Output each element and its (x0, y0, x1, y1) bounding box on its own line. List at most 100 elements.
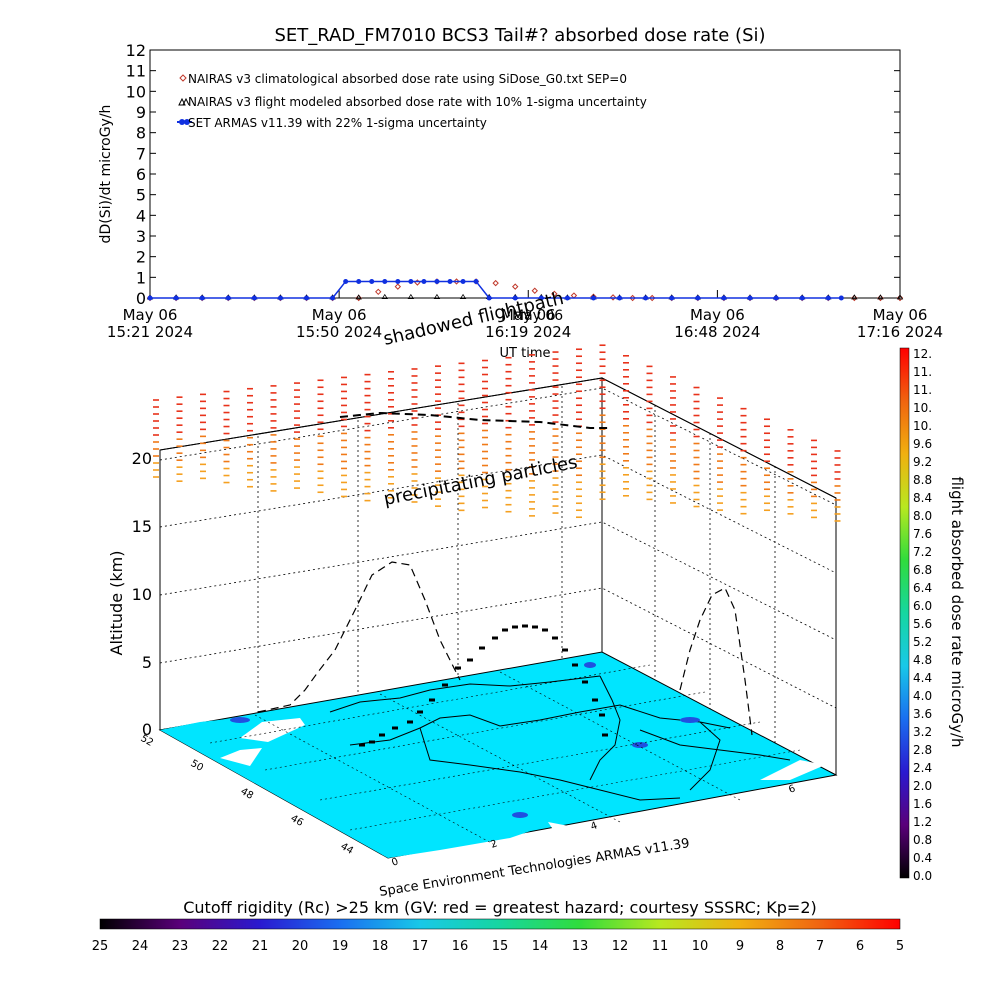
top-plot-frame (149, 49, 901, 299)
right-colorbar-tick: 2.0 (913, 779, 932, 793)
top-y-tick-label: 4 (136, 206, 146, 225)
point-nairas-climatological (629, 294, 636, 302)
legend: NAIRAS v3 climatological absorbed dose r… (177, 72, 647, 130)
flightpath-point (522, 624, 528, 628)
right-colorbar-tick: 7.6 (913, 527, 932, 541)
right-colorbar-tick: 1.2 (913, 815, 932, 829)
bottom-colorbar-tick: 11 (652, 939, 669, 954)
legend-circle-marker (179, 119, 185, 125)
right-colorbar-tick: 8.4 (913, 491, 932, 505)
legend-diamond-marker (179, 74, 187, 82)
flightpath-point (542, 628, 548, 632)
right-colorbar-tick: 2.8 (913, 743, 932, 757)
bottom-colorbar-tick: 20 (292, 939, 309, 954)
flightpath-point (532, 625, 538, 629)
bottom-colorbar-tick: 7 (816, 939, 824, 954)
point-nairas-climatological (648, 294, 656, 302)
right-colorbar-tick: 9.6 (913, 437, 932, 451)
top-x-tick-day: May 06 (690, 306, 745, 324)
legend-entry-nairas-climatological: NAIRAS v3 climatological absorbed dose r… (188, 72, 627, 86)
point-set-armas (486, 295, 492, 301)
flightpath-point (359, 743, 365, 747)
point-set-armas (695, 295, 701, 301)
flightpath-3d (359, 624, 608, 747)
legend-entry-set-armas: SET ARMAS v11.39 with 22% 1-sigma uncert… (188, 116, 487, 130)
top-y-axis-label: dD(Si)/dt microGy/h (98, 105, 114, 244)
right-colorbar-tick: 11. (913, 383, 932, 397)
top-x-tick-time: 16:19 2024 (485, 323, 571, 341)
flightpath-point (392, 726, 398, 730)
bottom-colorbar-tick: 5 (896, 939, 904, 954)
point-set-armas (251, 295, 257, 301)
right-colorbar-tick: 0.8 (913, 833, 932, 847)
point-nairas-flight (407, 293, 415, 299)
point-nairas-flight (896, 294, 904, 300)
bottom-colorbar-tick: 18 (372, 939, 389, 954)
overlapping-date-label: May 06 (512, 308, 563, 324)
point-set-armas (590, 295, 596, 301)
bottom-colorbar-tick: 8 (776, 939, 784, 954)
bottom-colorbar-tick: 16 (452, 939, 469, 954)
flightpath-point (467, 658, 473, 662)
bottom-colorbar-tick: 13 (572, 939, 589, 954)
point-nairas-flight (851, 294, 858, 300)
top-x-axis-label: UT time (500, 346, 551, 361)
point-nairas-climatological (609, 294, 617, 301)
altitude-tick: 20 (132, 449, 152, 468)
flightpath-point (562, 648, 568, 652)
point-set-armas (304, 295, 310, 301)
legend-entry-nairas-flight: NAIRAS v3 flight modeled absorbed dose r… (188, 95, 647, 109)
right-colorbar-tick: 5.2 (913, 635, 932, 649)
right-colorbar-tick: 4.0 (913, 689, 932, 703)
right-colorbar-tick: 5.6 (913, 617, 932, 631)
flightpath-point (602, 733, 608, 737)
point-set-armas (408, 278, 414, 284)
bottom-colorbar-tick: 25 (92, 939, 109, 954)
right-colorbar-tick: 3.6 (913, 707, 932, 721)
lat-tick: 46 (289, 813, 306, 829)
point-set-armas (564, 295, 570, 301)
map-white-patch-3 (548, 822, 600, 840)
top-y-tick-label: 3 (136, 227, 146, 246)
flightpath-point (379, 733, 385, 737)
top-x-tick-time: 17:16 2024 (857, 323, 943, 341)
altitude-axis: 0 5 10 15 20 Altitude (km) (107, 449, 152, 739)
point-set-armas (277, 295, 283, 301)
right-colorbar-ticks: 12. 11. 11. 10. 10. 9.6 9.2 8.8 8.4 8.0 7.6 7.2 6.8 6… (913, 347, 932, 883)
series-line-set-armas (150, 280, 842, 299)
legend-circle-marker-2 (184, 119, 190, 125)
point-nairas-climatological (375, 288, 382, 296)
point-set-armas (838, 295, 844, 301)
lat-tick: 44 (339, 841, 356, 857)
top-y-tick-label: 7 (136, 144, 146, 163)
right-colorbar-label: flight absorbed dose rate microGy/h (948, 476, 966, 747)
point-set-armas (225, 295, 231, 301)
point-set-armas (173, 295, 179, 301)
top-y-tick-label: 2 (136, 248, 146, 267)
legend-triangle-marker (178, 97, 190, 106)
right-colorbar-tick: 6.4 (913, 581, 932, 595)
top-y-tick-label: 1 (136, 268, 146, 287)
right-colorbar-tick: 7.2 (913, 545, 932, 559)
right-colorbar-tick: 4.8 (913, 653, 932, 667)
bottom-colorbar-tick: 14 (532, 939, 549, 954)
right-colorbar-tick: 0.4 (913, 851, 932, 865)
top-y-tick-label: 9 (136, 103, 146, 122)
lat-tick: 48 (239, 786, 256, 802)
top-x-tick-day: May 06 (873, 306, 928, 324)
point-set-armas (369, 278, 375, 284)
flightpath-point (429, 698, 435, 702)
bottom-colorbar-tick: 12 (612, 939, 629, 954)
chart-title: SET_RAD_FM7010 BCS3 Tail#? absorbed dose… (274, 25, 765, 46)
point-set-armas (343, 278, 349, 284)
flightpath-point (502, 628, 508, 632)
map-land-west (160, 716, 560, 858)
top-y-tick-label: 5 (136, 186, 146, 205)
bottom-colorbar-tick: 22 (212, 939, 229, 954)
bottom-colorbar-ticks: 25 24 23 22 21 20 19 18 17 16 15 14 13 12 11 10 9 8 7 6 5 (92, 939, 904, 954)
bottom-colorbar-tick: 15 (492, 939, 509, 954)
right-colorbar-tick: 12. (913, 347, 932, 361)
top-y-tick-label: 12 (126, 41, 146, 60)
map-white-patch-2 (220, 748, 262, 766)
